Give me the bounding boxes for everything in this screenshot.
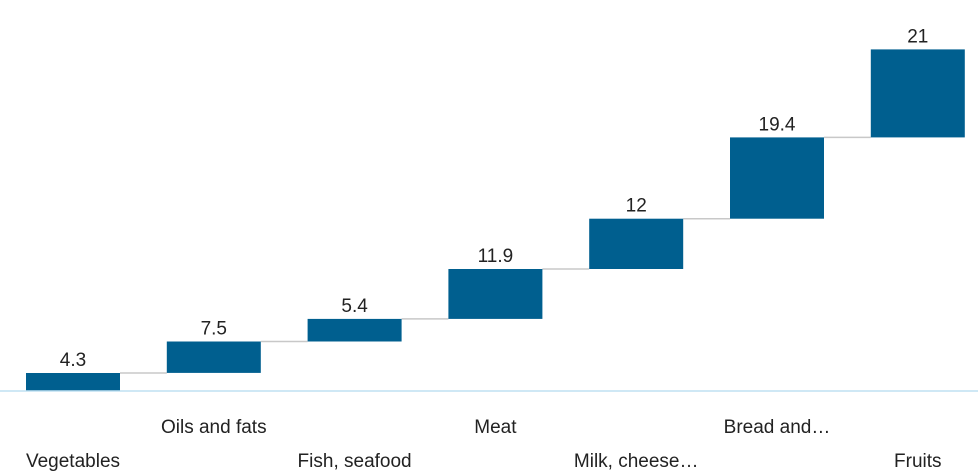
x-tick-label: Fish, seafood: [298, 451, 412, 472]
bar: [870, 49, 965, 138]
x-tick-label: Fruits: [894, 451, 942, 472]
bar: [730, 137, 824, 219]
bar: [166, 341, 261, 373]
x-tick-label: Oils and fats: [161, 417, 267, 438]
x-tick-label: Bread and…: [724, 417, 831, 438]
bar: [448, 269, 543, 319]
bars-group: [26, 49, 965, 391]
bar: [307, 318, 402, 342]
connector-lines: [120, 136, 871, 374]
data-label: 19.4: [759, 114, 796, 135]
bar: [589, 218, 684, 269]
data-labels-group: 4.3 7.5 5.4 11.9 12 19.4 21: [60, 26, 929, 371]
data-label: 5.4: [341, 296, 368, 317]
data-label: 12: [626, 196, 647, 217]
data-label: 21: [907, 26, 928, 47]
x-tick-labels-group: Vegetables Oils and fats Fish, seafood Meat…: [26, 417, 942, 472]
data-label: 7.5: [201, 319, 227, 340]
x-tick-label: Milk, cheese…: [574, 451, 699, 472]
data-label: 4.3: [60, 350, 86, 371]
bar: [26, 373, 120, 391]
x-tick-label: Meat: [474, 417, 517, 438]
x-tick-label: Vegetables: [26, 451, 120, 472]
data-label: 11.9: [478, 246, 514, 267]
